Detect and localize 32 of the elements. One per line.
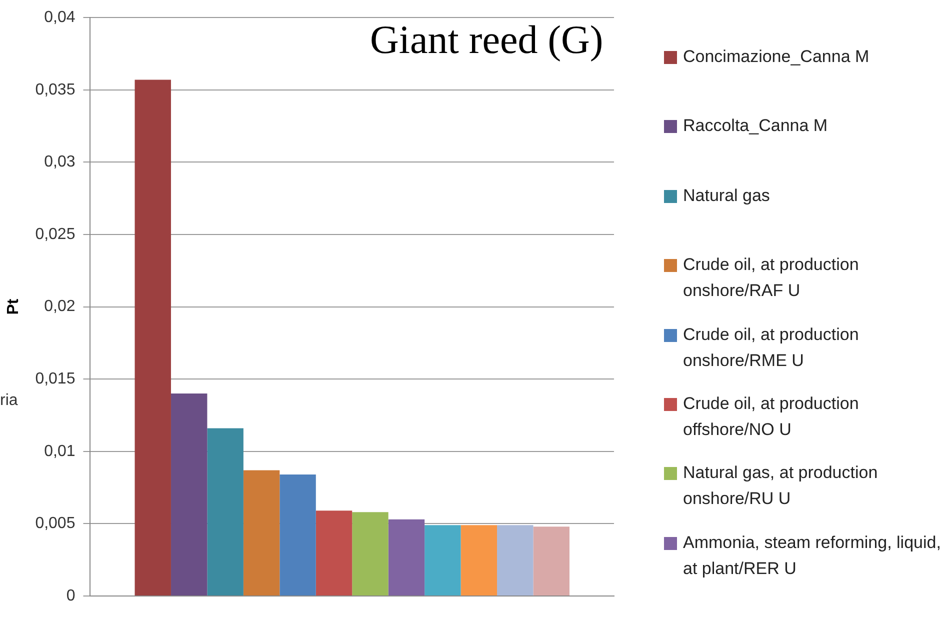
y-tick-label: 0,025 bbox=[35, 226, 76, 243]
y-tick-label: 0,04 bbox=[44, 9, 76, 26]
bar bbox=[243, 470, 280, 596]
legend-label: Raccolta_Canna M bbox=[683, 115, 828, 138]
bar bbox=[170, 394, 208, 596]
bar bbox=[316, 510, 352, 596]
legend-label: Natural gas, at production onshore/RU U bbox=[683, 462, 879, 510]
y-tick-label: 0,03 bbox=[44, 154, 76, 171]
y-axis-title: Pt bbox=[5, 298, 22, 315]
text: ria bbox=[0, 392, 18, 410]
chart-title: Giant reed (G) bbox=[370, 16, 604, 63]
y-tick-label: 0,01 bbox=[44, 442, 76, 460]
bar bbox=[134, 80, 171, 596]
bar bbox=[497, 525, 534, 596]
bar bbox=[388, 519, 425, 596]
legend-label: Crude oil, at production onshore/RME U bbox=[683, 324, 860, 372]
bar bbox=[424, 525, 461, 596]
y-tick-label: 0,005 bbox=[35, 515, 76, 532]
bar bbox=[460, 525, 498, 596]
legend-label: Crude oil, at production offshore/NO U bbox=[683, 392, 860, 441]
bar bbox=[207, 428, 244, 596]
y-tick-label: 0,015 bbox=[35, 370, 76, 388]
bar bbox=[280, 474, 316, 596]
legend-label: Ammonia, steam reforming, liquid, at plant/RER U bbox=[683, 532, 942, 580]
y-tick-label: 0,02 bbox=[44, 298, 76, 316]
legend-label: Concimazione_Canna M bbox=[683, 46, 870, 68]
bar bbox=[533, 526, 570, 596]
legend-label: Natural gas bbox=[683, 184, 770, 207]
y-tick-label: 0 bbox=[66, 587, 76, 604]
y-tick-label: 0,035 bbox=[35, 81, 76, 98]
bar bbox=[352, 512, 388, 596]
legend-label: Crude oil, at production onshore/RAF U bbox=[683, 254, 860, 302]
